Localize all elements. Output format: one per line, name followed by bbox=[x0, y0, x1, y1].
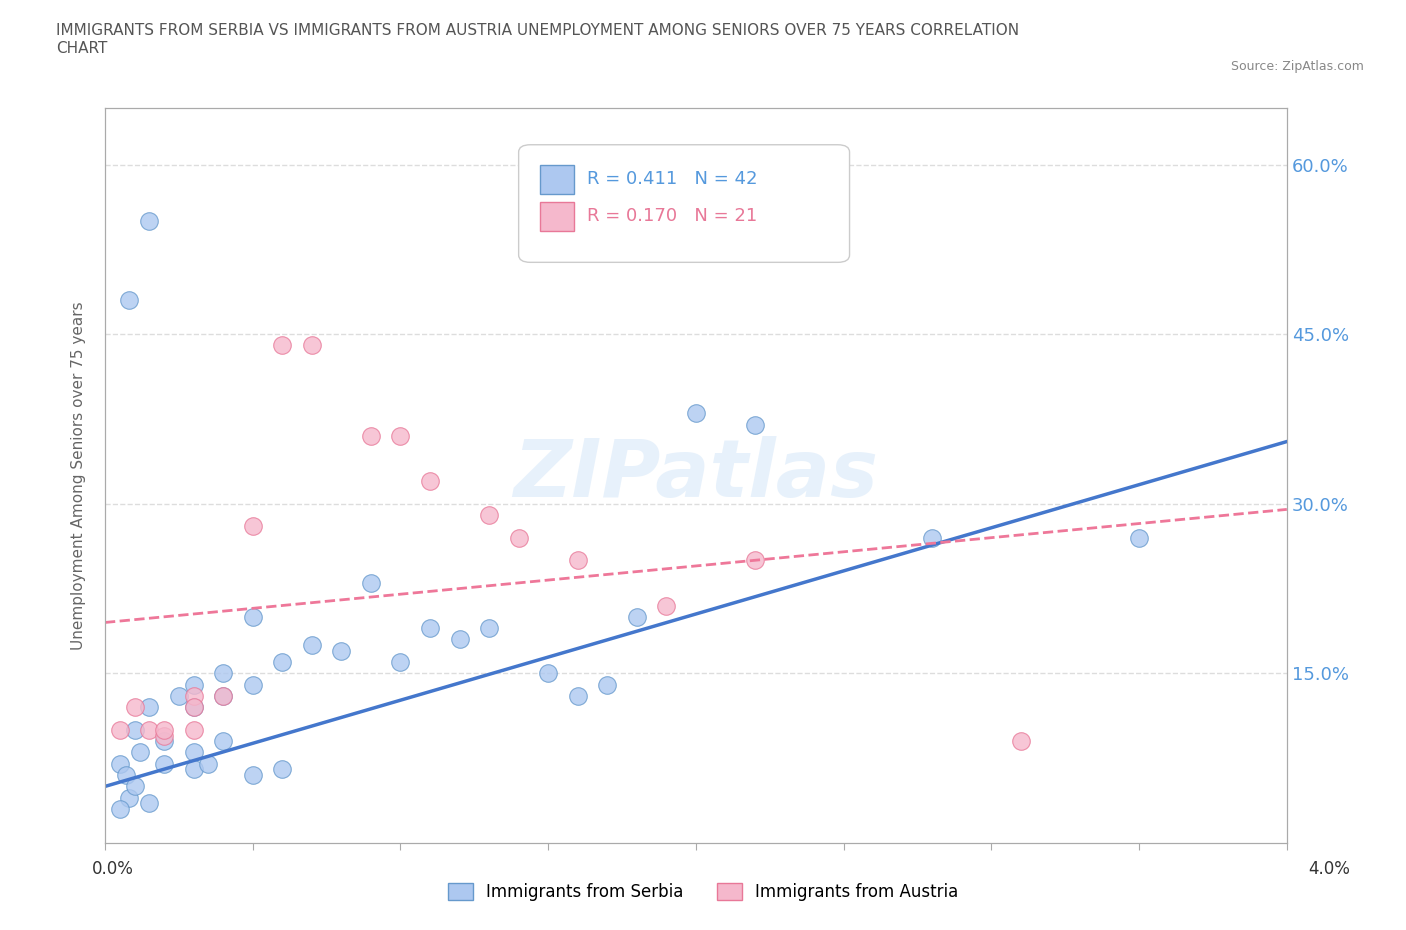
Point bbox=[108, 802, 131, 817]
Point bbox=[117, 790, 139, 805]
Point bbox=[183, 677, 205, 692]
Point bbox=[478, 620, 501, 635]
Point bbox=[271, 338, 294, 352]
Point bbox=[153, 756, 176, 771]
Point bbox=[478, 508, 501, 523]
Point bbox=[183, 700, 205, 715]
Point bbox=[567, 552, 589, 567]
Point bbox=[596, 677, 619, 692]
Point bbox=[108, 756, 131, 771]
Point bbox=[153, 728, 176, 743]
Point bbox=[197, 756, 219, 771]
Point bbox=[212, 688, 235, 703]
Point bbox=[242, 519, 264, 534]
Point bbox=[242, 609, 264, 624]
Y-axis label: Unemployment Among Seniors over 75 years: Unemployment Among Seniors over 75 years bbox=[72, 301, 86, 650]
FancyBboxPatch shape bbox=[540, 166, 574, 194]
Point bbox=[419, 473, 441, 488]
Text: 4.0%: 4.0% bbox=[1308, 860, 1350, 878]
Point bbox=[167, 688, 190, 703]
Point bbox=[242, 767, 264, 782]
Point bbox=[360, 576, 382, 591]
Point bbox=[108, 723, 131, 737]
Legend: Immigrants from Serbia, Immigrants from Austria: Immigrants from Serbia, Immigrants from … bbox=[441, 876, 965, 908]
Point bbox=[271, 655, 294, 670]
FancyBboxPatch shape bbox=[540, 202, 574, 231]
Point bbox=[1010, 734, 1032, 749]
Point bbox=[330, 644, 353, 658]
Point bbox=[419, 620, 441, 635]
Point bbox=[124, 700, 146, 715]
FancyBboxPatch shape bbox=[519, 145, 849, 262]
Point bbox=[626, 609, 648, 624]
Point bbox=[183, 723, 205, 737]
Point bbox=[744, 418, 766, 432]
Point bbox=[114, 767, 136, 782]
Point bbox=[212, 688, 235, 703]
Point bbox=[301, 338, 323, 352]
Point bbox=[124, 723, 146, 737]
Text: R = 0.170   N = 21: R = 0.170 N = 21 bbox=[588, 207, 758, 225]
Point bbox=[449, 632, 471, 647]
Point bbox=[183, 745, 205, 760]
Point bbox=[183, 700, 205, 715]
Point bbox=[138, 700, 160, 715]
Point bbox=[183, 688, 205, 703]
Text: IMMIGRANTS FROM SERBIA VS IMMIGRANTS FROM AUSTRIA UNEMPLOYMENT AMONG SENIORS OVE: IMMIGRANTS FROM SERBIA VS IMMIGRANTS FRO… bbox=[56, 23, 1019, 56]
Point bbox=[212, 734, 235, 749]
Point bbox=[138, 214, 160, 229]
Point bbox=[271, 762, 294, 777]
Point bbox=[685, 405, 707, 420]
Point bbox=[921, 530, 943, 545]
Point bbox=[537, 666, 560, 681]
Point bbox=[744, 552, 766, 567]
Point bbox=[389, 655, 412, 670]
Point bbox=[124, 779, 146, 794]
Point bbox=[301, 638, 323, 653]
Point bbox=[1128, 530, 1150, 545]
Point bbox=[360, 429, 382, 444]
Text: 0.0%: 0.0% bbox=[91, 860, 134, 878]
Point bbox=[183, 762, 205, 777]
Point bbox=[138, 723, 160, 737]
Point bbox=[153, 723, 176, 737]
Text: R = 0.411   N = 42: R = 0.411 N = 42 bbox=[588, 170, 758, 188]
Point bbox=[129, 745, 152, 760]
Point bbox=[508, 530, 530, 545]
Point bbox=[153, 734, 176, 749]
Point bbox=[242, 677, 264, 692]
Point bbox=[655, 598, 678, 613]
Point bbox=[567, 688, 589, 703]
Text: Source: ZipAtlas.com: Source: ZipAtlas.com bbox=[1230, 60, 1364, 73]
Point bbox=[212, 666, 235, 681]
Point bbox=[138, 796, 160, 811]
Point bbox=[389, 429, 412, 444]
Text: ZIPatlas: ZIPatlas bbox=[513, 436, 879, 514]
Point bbox=[117, 293, 139, 308]
